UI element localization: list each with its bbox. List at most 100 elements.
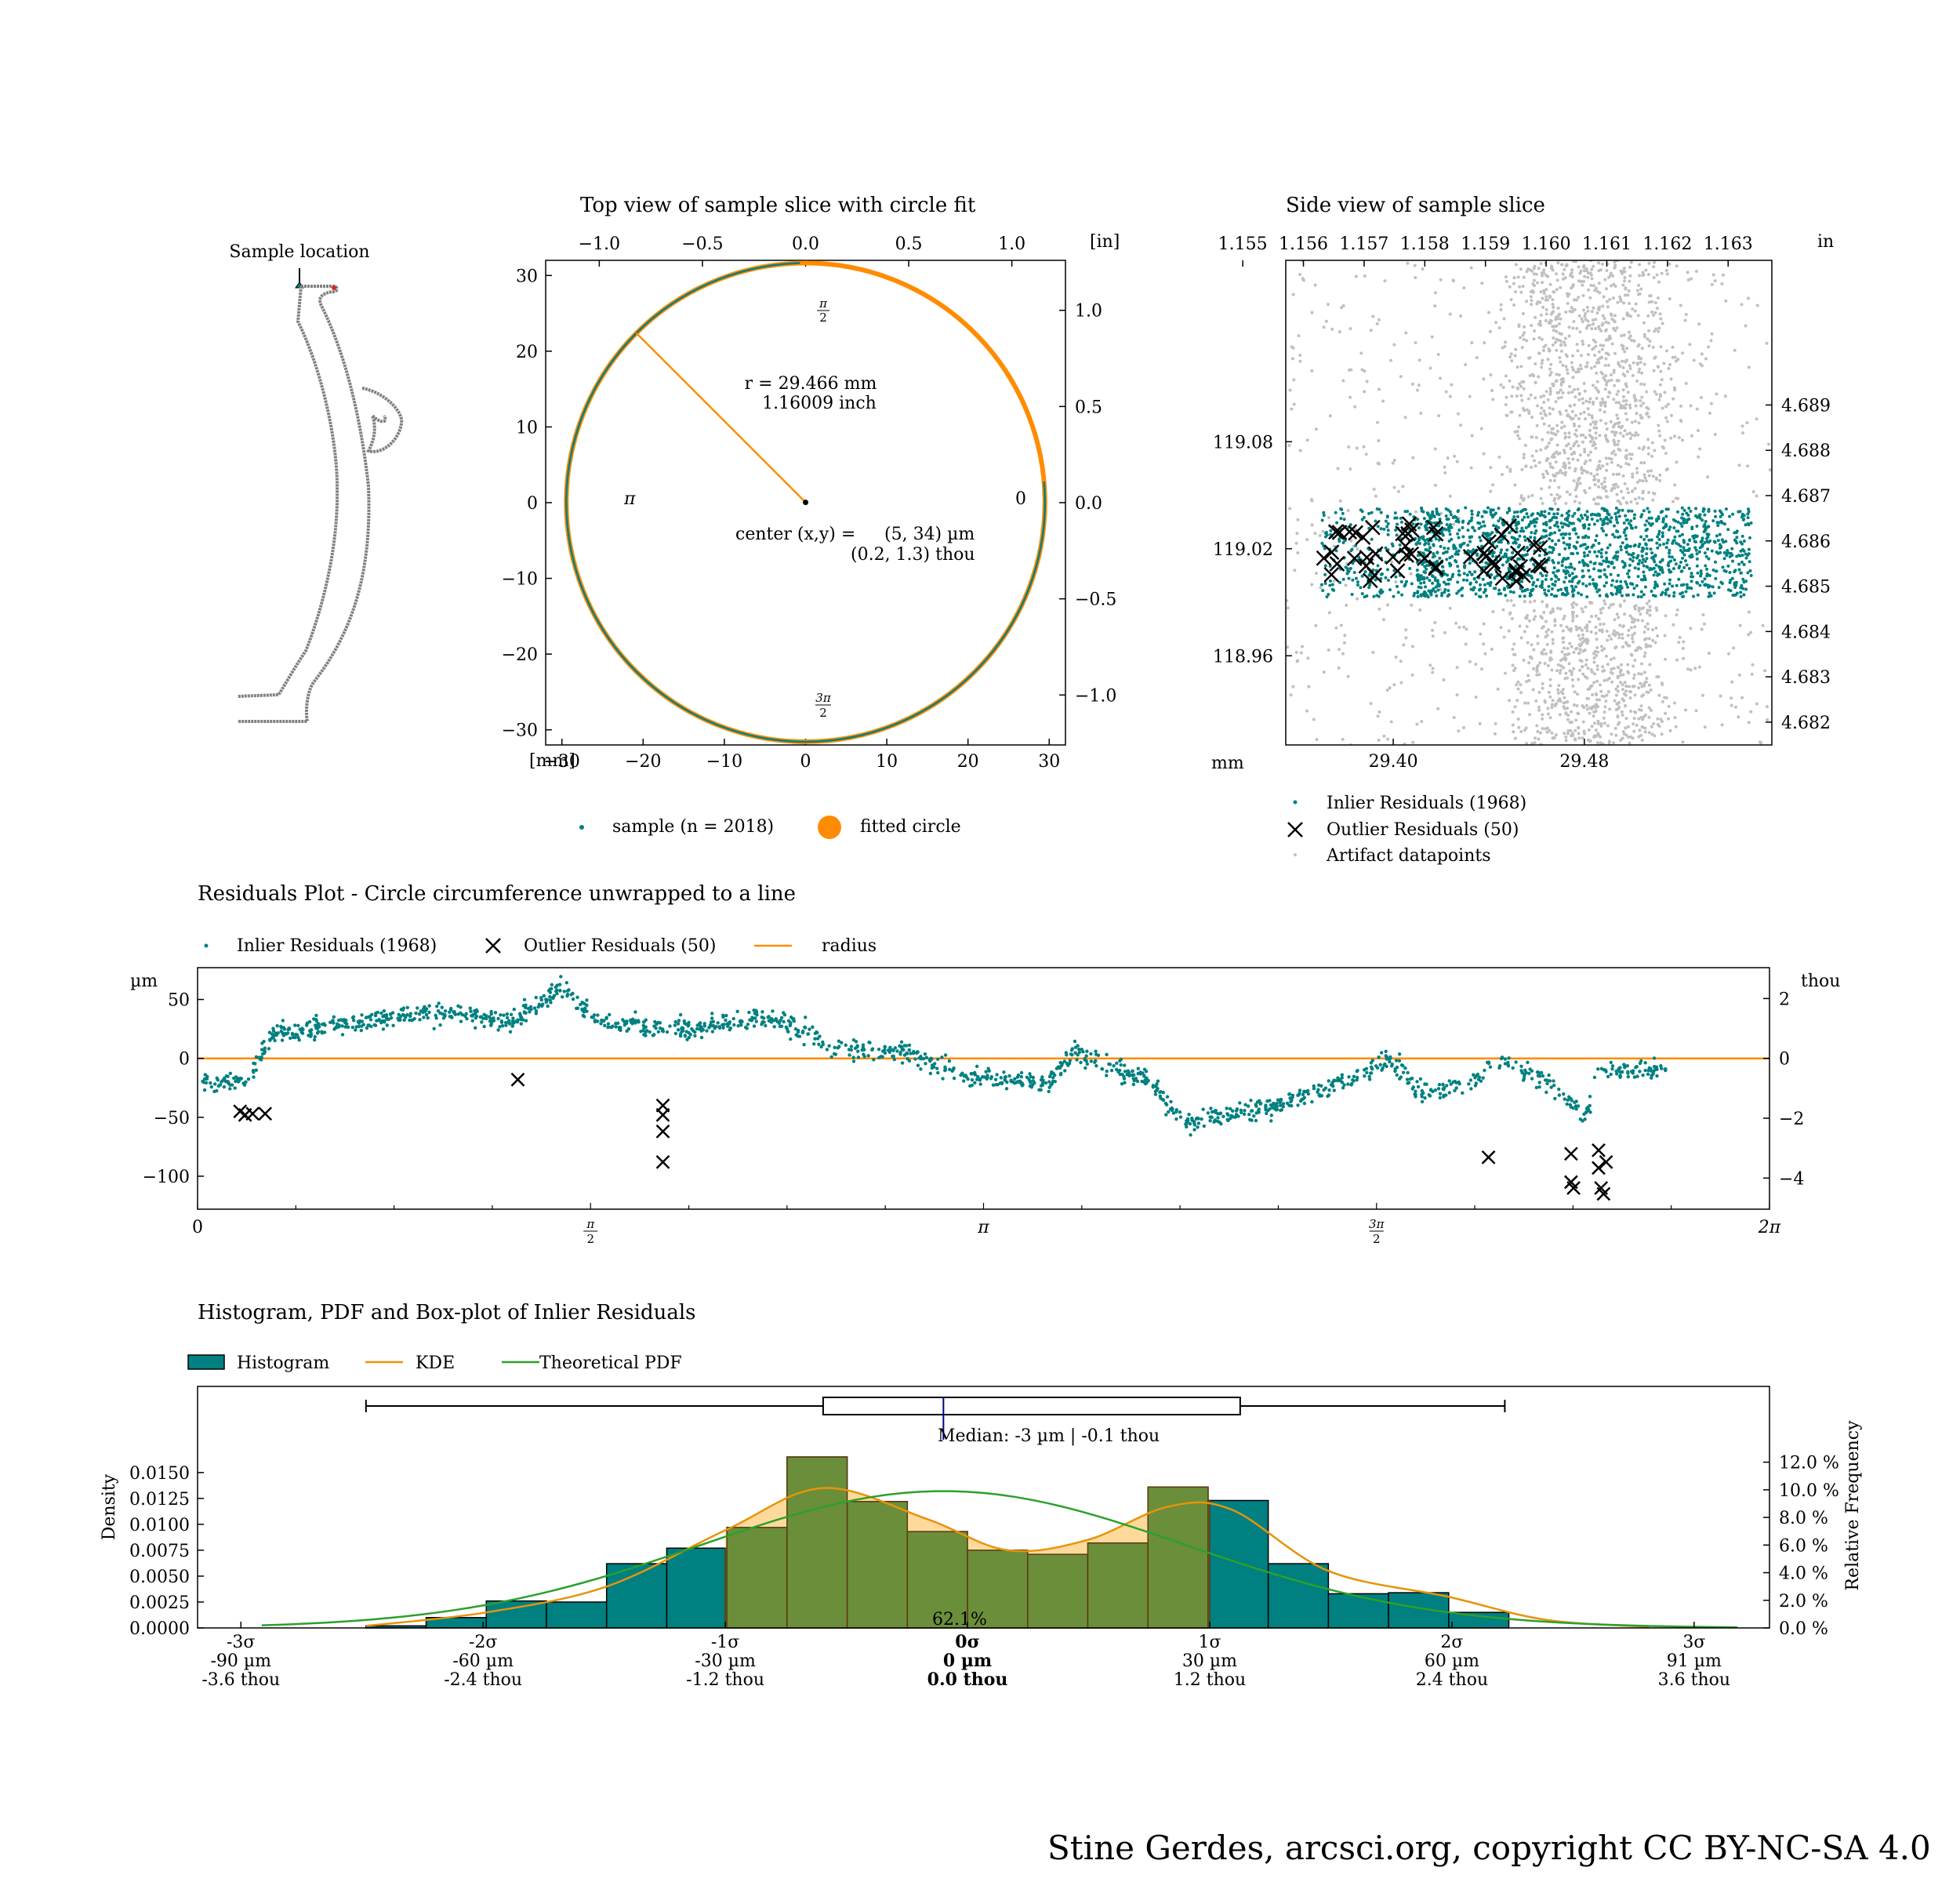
- inlier-point: [1614, 515, 1618, 519]
- residual-point: [1643, 1061, 1647, 1065]
- outlier-x-marker: [1389, 563, 1406, 579]
- artifact-point: [1658, 312, 1662, 316]
- artifact-point: [1639, 704, 1643, 708]
- inlier-point: [1525, 546, 1529, 550]
- artifact-point: [1636, 433, 1640, 437]
- residual-point: [1552, 1083, 1556, 1088]
- artifact-point: [1625, 347, 1629, 351]
- artifact-point: [1341, 652, 1345, 656]
- artifact-point: [1519, 267, 1523, 271]
- inlier-point: [1647, 521, 1651, 525]
- artifact-point: [1603, 278, 1607, 282]
- artifact-point: [1436, 707, 1440, 710]
- artifact-point: [1518, 413, 1522, 417]
- inlier-point: [1737, 568, 1741, 572]
- inlier-point: [1666, 538, 1670, 542]
- artifact-point: [1552, 478, 1556, 482]
- inlier-point: [1657, 532, 1661, 536]
- artifact-point: [1613, 422, 1617, 426]
- x-tick-in-label: 1.157: [1339, 234, 1388, 254]
- inlier-point: [1605, 509, 1609, 513]
- residual-point: [1451, 1080, 1455, 1085]
- artifact-point: [1673, 716, 1677, 720]
- inlier-point: [1419, 586, 1423, 590]
- legend-artifact-marker: [1294, 853, 1297, 856]
- artifact-point: [1630, 616, 1634, 620]
- inlier-point: [1497, 592, 1501, 596]
- artifact-point: [1562, 465, 1566, 469]
- artifact-point: [1561, 272, 1565, 276]
- inlier-point: [1659, 568, 1663, 572]
- residual-point: [512, 1007, 516, 1012]
- artifact-point: [1563, 614, 1566, 618]
- artifact-point: [1633, 618, 1637, 622]
- inlier-point: [1468, 570, 1472, 574]
- artifact-point: [1588, 458, 1592, 462]
- artifact-point: [1504, 275, 1508, 279]
- artifact-point: [1589, 472, 1593, 476]
- artifact-point: [1544, 605, 1548, 609]
- artifact-point: [1745, 421, 1749, 425]
- y-tick-in-label: −1.0: [1075, 686, 1116, 706]
- artifact-point: [1621, 283, 1625, 287]
- artifact-point: [1517, 425, 1521, 429]
- artifact-point: [1592, 656, 1596, 660]
- artifact-point: [1554, 460, 1558, 464]
- outlier-x-marker: [1348, 525, 1364, 541]
- inlier-point: [1385, 514, 1389, 518]
- artifact-point: [1402, 643, 1406, 647]
- artifact-point: [1532, 374, 1536, 378]
- inlier-point: [1571, 514, 1575, 518]
- artifact-point: [1596, 358, 1600, 362]
- inlier-point: [1584, 547, 1588, 550]
- artifact-point: [1504, 374, 1508, 378]
- artifact-point: [1603, 363, 1607, 367]
- artifact-point: [1660, 720, 1664, 724]
- residual-point: [735, 1009, 739, 1014]
- inlier-point: [1721, 565, 1725, 569]
- artifact-point: [1532, 667, 1536, 670]
- inlier-point: [1691, 575, 1695, 579]
- inlier-point: [1622, 530, 1626, 534]
- artifact-point: [1371, 651, 1375, 655]
- residual-point: [993, 1077, 998, 1081]
- inlier-point: [1587, 569, 1591, 572]
- artifact-point: [1382, 734, 1386, 738]
- artifact-point: [1613, 383, 1617, 387]
- inlier-point: [1600, 547, 1604, 551]
- artifact-point: [1532, 459, 1536, 463]
- artifact-point: [1578, 644, 1582, 648]
- artifact-point: [1567, 662, 1571, 666]
- artifact-point: [1611, 472, 1615, 476]
- artifact-point: [1610, 671, 1614, 675]
- artifact-point: [1355, 446, 1359, 450]
- artifact-point: [1561, 688, 1565, 692]
- inlier-point: [1560, 560, 1564, 564]
- artifact-point: [1642, 383, 1646, 387]
- outlier-x-marker: [1385, 549, 1401, 565]
- residual-point: [1068, 1059, 1073, 1063]
- legend-side-outlier-marker: [1287, 822, 1303, 837]
- inlier-point: [1682, 594, 1686, 598]
- residual-point: [1281, 1102, 1286, 1106]
- inlier-point: [1744, 556, 1748, 560]
- artifact-point: [1629, 500, 1633, 503]
- inlier-point: [1661, 510, 1664, 514]
- artifact-point: [1535, 724, 1539, 728]
- inlier-point: [1561, 536, 1565, 540]
- artifact-point: [1608, 391, 1612, 394]
- inlier-point: [1557, 578, 1561, 582]
- inlier-point: [1479, 525, 1483, 529]
- inlier-point: [1438, 518, 1442, 521]
- artifact-point: [1615, 612, 1619, 616]
- inlier-point: [1456, 532, 1460, 536]
- artifact-point: [1543, 700, 1547, 704]
- residual-point: [1537, 1081, 1541, 1085]
- artifact-point: [1570, 361, 1573, 365]
- artifact-point: [1541, 305, 1545, 309]
- residual-point: [435, 1005, 439, 1008]
- artifact-point: [1541, 717, 1544, 721]
- artifact-point: [1533, 329, 1537, 333]
- residual-point: [1047, 1089, 1051, 1094]
- artifact-point: [1433, 447, 1437, 451]
